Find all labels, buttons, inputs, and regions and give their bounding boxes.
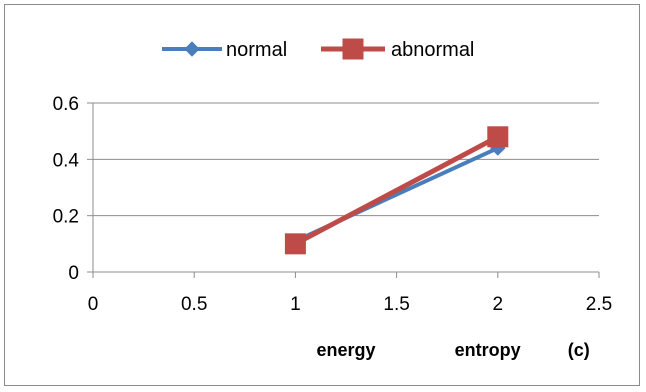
- gridlines: [93, 102, 599, 217]
- series-abnormal: [284, 126, 509, 255]
- y-tick-label: 0: [68, 263, 79, 284]
- annotations: energy entropy (c): [316, 340, 589, 360]
- x-tick-label: 2.5: [586, 294, 612, 315]
- legend-label-normal: normal: [226, 39, 287, 61]
- series-lines: [284, 126, 509, 255]
- legend-item-abnormal: abnormal: [321, 38, 474, 61]
- data-point-abnormal: [284, 233, 306, 255]
- annotation-label: entropy: [455, 340, 521, 360]
- chart-frame: [4, 4, 640, 386]
- tick-labels: 0 0.2 0.4 0.6 0 0.5 1 1.5 2 2.5: [53, 94, 613, 315]
- legend-label-abnormal: abnormal: [391, 39, 474, 61]
- annotation-label: (c): [568, 340, 590, 360]
- legend: normal abnormal: [162, 38, 474, 61]
- legend-marker-normal: [184, 41, 200, 57]
- annotation-label: energy: [316, 340, 375, 360]
- y-tick-label: 0.4: [53, 150, 80, 171]
- data-point-abnormal: [487, 126, 509, 148]
- y-tick-label: 0.6: [53, 94, 79, 115]
- x-tick-label: 1: [290, 294, 301, 315]
- x-tick-label: 2: [493, 294, 504, 315]
- x-tick-label: 0: [88, 294, 99, 315]
- x-tick-label: 0.5: [181, 294, 207, 315]
- legend-marker-abnormal: [342, 38, 364, 60]
- x-tick-label: 1.5: [383, 294, 409, 315]
- axes: [87, 102, 600, 278]
- y-tick-label: 0.2: [53, 207, 79, 228]
- series-line-abnormal: [292, 134, 501, 247]
- legend-item-normal: normal: [162, 39, 287, 61]
